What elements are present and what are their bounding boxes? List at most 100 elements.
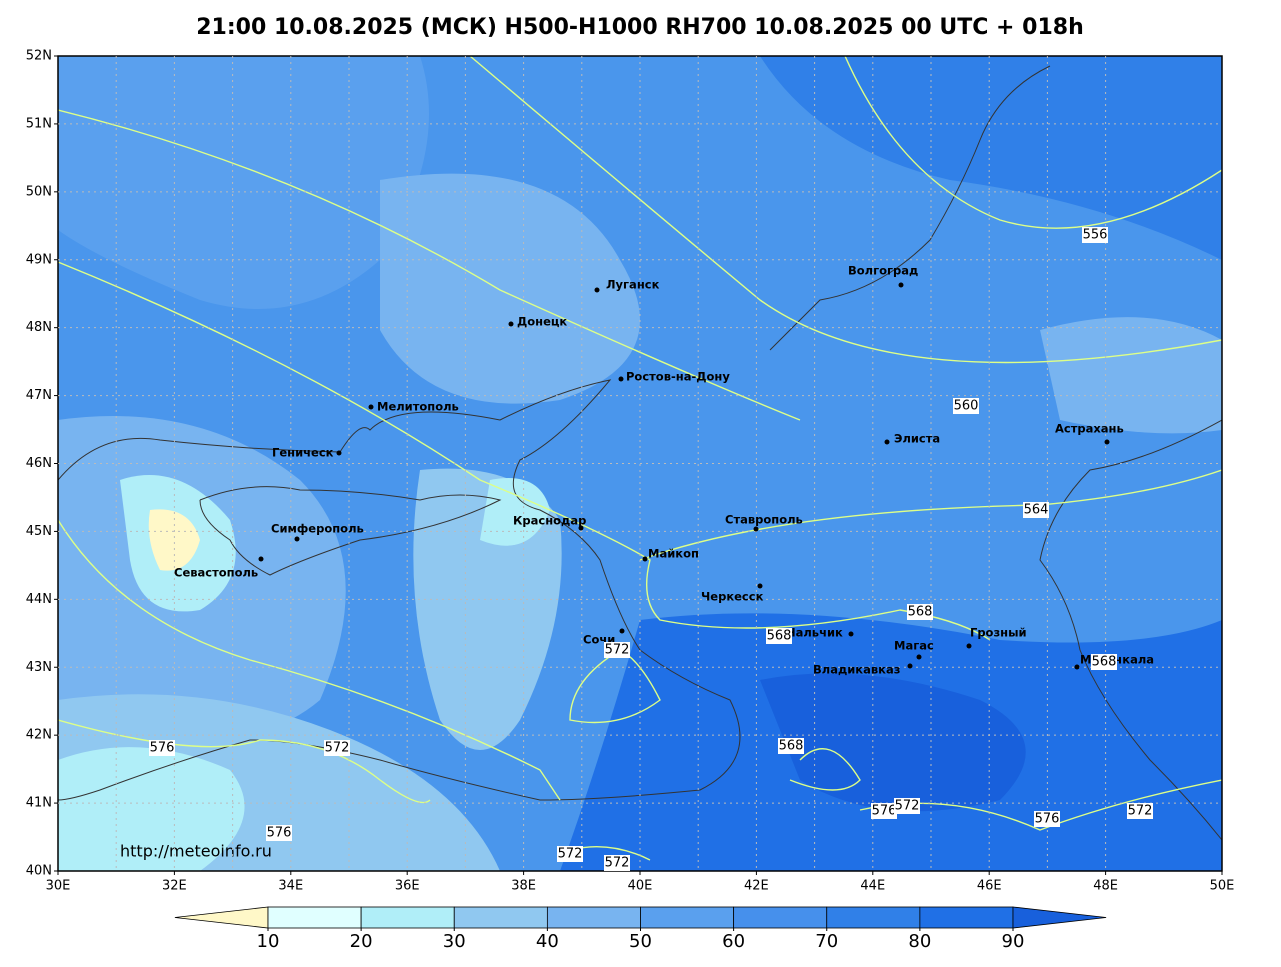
city-label: Астрахань [1055, 422, 1124, 436]
contour-label: 560 [954, 399, 979, 414]
colorbar-extend-high [1012, 906, 1107, 929]
lon-tick-label: 38E [511, 879, 536, 894]
colorbar-tick-label: 10 [257, 931, 280, 952]
city-dot [642, 556, 648, 562]
lat-tick-label: 51N [26, 116, 52, 131]
city-dot [578, 525, 584, 531]
colorbar-cell [546, 906, 641, 929]
field [380, 173, 640, 404]
contour-label: 572 [1128, 804, 1153, 819]
contour-label: 556 [1083, 228, 1108, 243]
colorbar-cell [360, 906, 455, 929]
lat-tick-label: 50N [26, 184, 52, 199]
field [148, 509, 200, 571]
city-dot [1104, 439, 1110, 445]
contour-label-bg [1082, 227, 1108, 243]
contour-label: 568 [767, 629, 792, 644]
contour-label-bg [604, 642, 630, 658]
city-dot [848, 631, 854, 637]
lat-tick-label: 40N [26, 864, 52, 879]
contour-label-bg [1023, 502, 1049, 518]
city-label: Ставрополь [725, 513, 803, 527]
city-dot [916, 654, 922, 660]
city-dot [884, 439, 890, 445]
lon-tick-label: 46E [977, 879, 1002, 894]
field [480, 478, 550, 546]
contour-label: 572 [605, 856, 630, 871]
lat-tick-label: 41N [26, 796, 52, 811]
contour-label: 568 [1092, 655, 1117, 670]
credit: http://meteoinfo.ru [120, 842, 272, 861]
city-label: Черкесск [701, 590, 764, 604]
city-dot [508, 321, 514, 327]
contour-label: 576 [1035, 812, 1060, 827]
city-label: Луганск [606, 278, 660, 292]
contour-label-bg [894, 798, 920, 814]
city-label: Мелитополь [377, 400, 459, 414]
lon-tick-label: 50E [1210, 879, 1235, 894]
lat-tick-label: 45N [26, 524, 52, 539]
lat-tick-label: 47N [26, 388, 52, 403]
contour-label-bg [871, 803, 897, 819]
city-label: Элиста [894, 432, 940, 446]
colorbar-tick-label: 40 [536, 931, 559, 952]
lat-tick-label: 52N [26, 49, 52, 64]
field [700, 56, 1222, 260]
contour-label-bg [778, 738, 804, 754]
colorbar-cell [733, 906, 828, 929]
city-label: Донецк [517, 315, 567, 329]
lon-tick-label: 42E [744, 879, 769, 894]
contour-label: 572 [325, 741, 350, 756]
lon-tick-label: 34E [278, 879, 303, 894]
contour-label: 576 [267, 826, 292, 841]
city-dot [336, 450, 342, 456]
city-label: Краснодар [513, 514, 586, 528]
city-dot [594, 287, 600, 293]
contour-label-bg [1127, 803, 1153, 819]
colorbar-tick-label: 90 [1002, 931, 1025, 952]
lon-tick-label: 30E [46, 879, 71, 894]
lat-tick-label: 43N [26, 660, 52, 675]
lon-tick-label: 36E [395, 879, 420, 894]
city-dot [753, 526, 759, 532]
lat-tick-label: 46N [26, 456, 52, 471]
colorbar-tick-label: 20 [350, 931, 373, 952]
city-label: Симферополь [271, 522, 364, 536]
contour-label: 572 [558, 847, 583, 862]
contours [58, 56, 1222, 861]
city-dot [757, 583, 763, 589]
field [760, 673, 1026, 812]
colorbar-tick-label: 60 [722, 931, 745, 952]
city-dot [368, 404, 374, 410]
contour-label-bg [953, 398, 979, 414]
lat-tick-label: 44N [26, 592, 52, 607]
colorbar-tick-label: 30 [443, 931, 466, 952]
field [58, 747, 245, 871]
city-label: Ростов-на-Дону [626, 370, 730, 384]
lon-tick-label: 48E [1093, 879, 1118, 894]
city-dot [618, 376, 624, 382]
colorbar-tick-label: 80 [908, 931, 931, 952]
city-dot [966, 643, 972, 649]
city-dot [1074, 664, 1080, 670]
contour-label-bg [557, 846, 583, 862]
city-label: Севастополь [174, 566, 258, 580]
colorbar-cell [640, 906, 735, 929]
contour-label-bg [766, 628, 792, 644]
contour-label-bg [1034, 811, 1060, 827]
contour-label: 564 [1024, 503, 1049, 518]
city-label: Владикавказ [813, 663, 900, 677]
contour-label-bg [907, 604, 933, 620]
city-dot [294, 536, 300, 542]
contour-label: 572 [605, 643, 630, 658]
contour-label-bg [149, 740, 175, 756]
colorbar-cell [453, 906, 548, 929]
contour-label: 568 [779, 739, 804, 754]
city-dot [898, 282, 904, 288]
lon-tick-label: 44E [860, 879, 885, 894]
colorbar-tick-label: 70 [815, 931, 838, 952]
city-label: Волгоград [848, 264, 918, 278]
title: 21:00 10.08.2025 (МСК) H500-H1000 RH700 … [196, 15, 1083, 40]
city-dot [258, 556, 264, 562]
